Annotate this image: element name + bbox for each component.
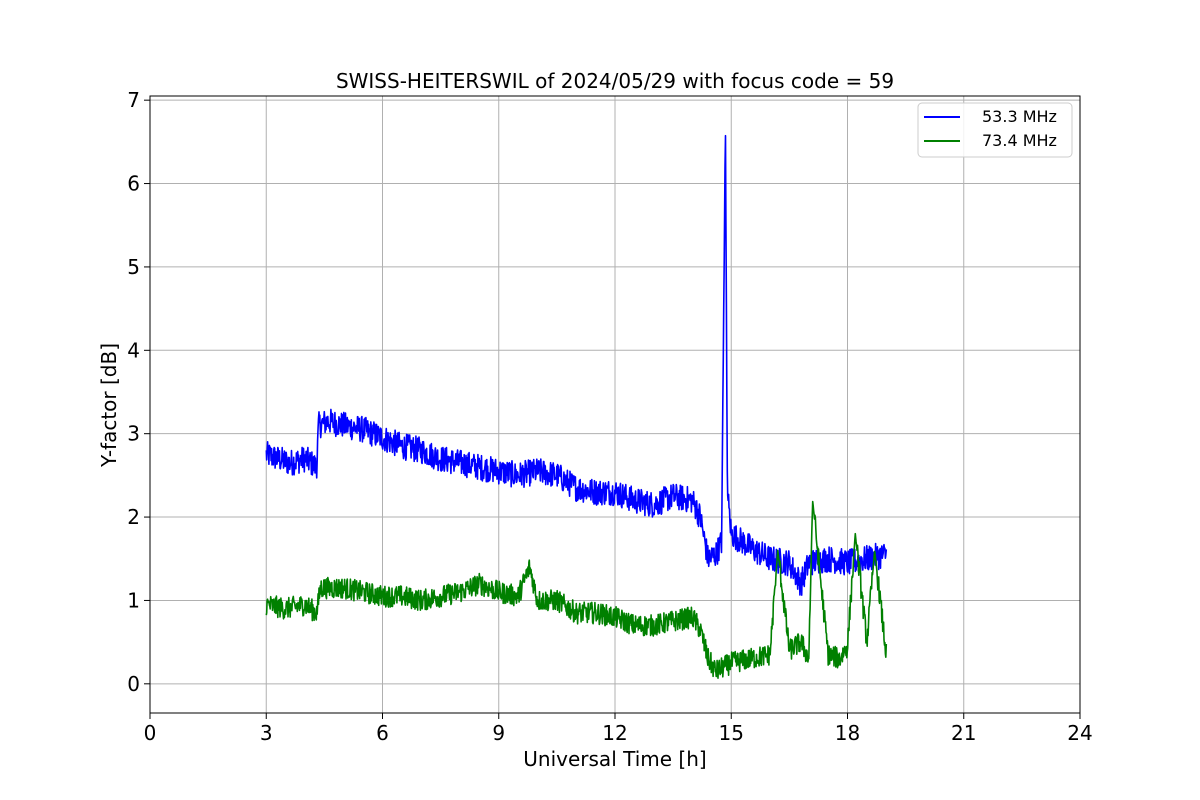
legend-label-53-mhz: 53.3 MHz [982,107,1057,126]
x-tick-label: 12 [602,721,627,745]
legend: 53.3 MHz 73.4 MHz [917,102,1073,158]
series-line-0 [265,134,888,596]
chart-title: SWISS-HEITERSWIL of 2024/05/29 with focu… [336,69,894,93]
series-layer [265,134,888,679]
y-axis-ticks: 0 1 2 3 4 5 6 7 [127,88,150,696]
x-axis-ticks: 0 3 6 9 12 15 18 21 24 [144,713,1093,745]
y-tick-label: 6 [127,172,140,196]
y-tick-label: 5 [127,255,140,279]
legend-label-73-mhz: 73.4 MHz [982,131,1057,150]
x-tick-label: 3 [260,721,273,745]
y-tick-label: 2 [127,505,140,529]
x-tick-label: 0 [144,721,157,745]
x-tick-label: 6 [376,721,389,745]
y-axis-label: Y-factor [dB] [97,343,121,468]
x-tick-label: 21 [951,721,976,745]
y-tick-label: 4 [127,338,140,362]
y-tick-label: 1 [127,588,140,612]
x-tick-label: 15 [719,721,744,745]
x-tick-label: 18 [835,721,860,745]
y-tick-label: 0 [127,672,140,696]
x-axis-label: Universal Time [h] [523,747,706,771]
x-tick-label: 9 [492,721,505,745]
y-tick-label: 7 [127,88,140,112]
y-tick-label: 3 [127,422,140,446]
series-line-1 [265,500,888,679]
x-tick-label: 24 [1067,721,1092,745]
